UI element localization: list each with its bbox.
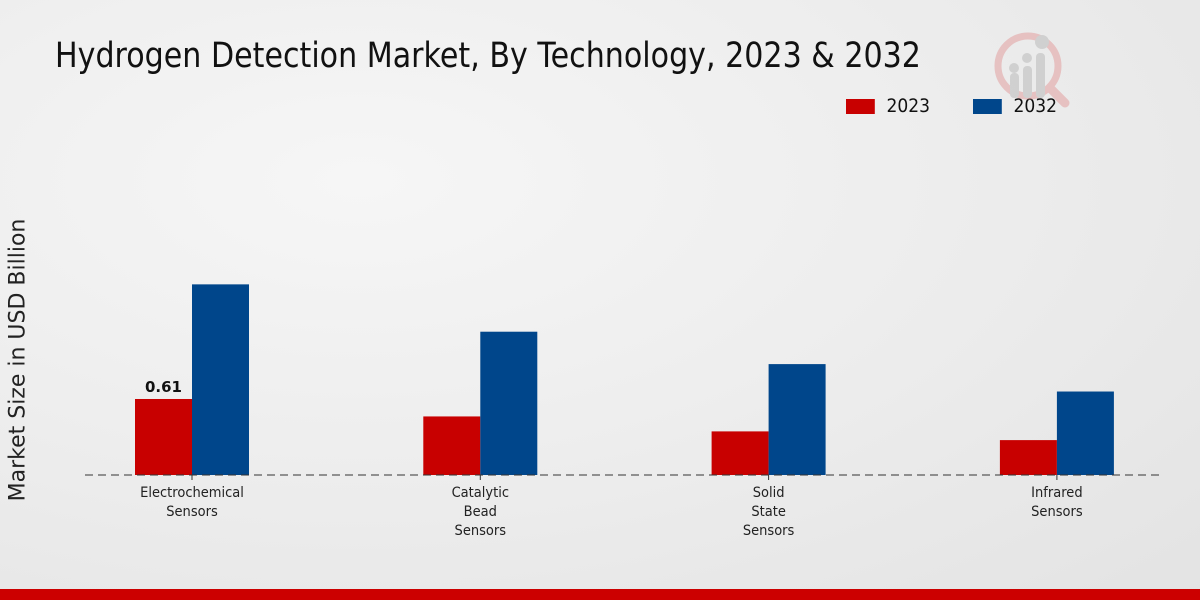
bar-2023-1 — [423, 416, 481, 475]
x-tick-label: Catalytic — [452, 484, 509, 501]
bar-2032-1 — [480, 331, 538, 475]
x-tick-label: State — [751, 503, 786, 520]
legend-swatch-2032 — [973, 98, 1003, 114]
bar-2032-2 — [768, 364, 826, 475]
bar-2032-3 — [1056, 391, 1114, 475]
footer-bar — [0, 589, 1200, 600]
legend-swatch-2023 — [846, 98, 875, 114]
x-tick-label: Electrochemical — [140, 484, 244, 501]
legend: 2023 2032 — [846, 95, 1101, 117]
data-label: 0.61 — [145, 378, 182, 396]
x-tick-label: Solid — [753, 484, 785, 501]
x-tick-label: Infrared — [1031, 484, 1082, 501]
x-tick-label: Sensors — [166, 503, 217, 520]
legend-item-2023: 2023 — [846, 95, 930, 117]
bar-2023-3 — [999, 440, 1057, 475]
chart-title: Hydrogen Detection Market, By Technology… — [55, 36, 921, 76]
bar-2032-0 — [192, 284, 249, 475]
bar-2023-0 — [135, 398, 192, 475]
x-tick-label: Sensors — [1031, 503, 1082, 520]
legend-label-2032: 2032 — [1013, 95, 1058, 117]
legend-item-2032: 2032 — [973, 95, 1057, 117]
legend-label-2023: 2023 — [886, 95, 931, 117]
x-tick-label: Sensors — [455, 522, 506, 539]
x-tick-label: Bead — [464, 503, 497, 520]
brand-logo-icon — [994, 32, 1070, 108]
x-tick-label: Sensors — [743, 522, 794, 539]
bar-2023-2 — [711, 431, 769, 475]
